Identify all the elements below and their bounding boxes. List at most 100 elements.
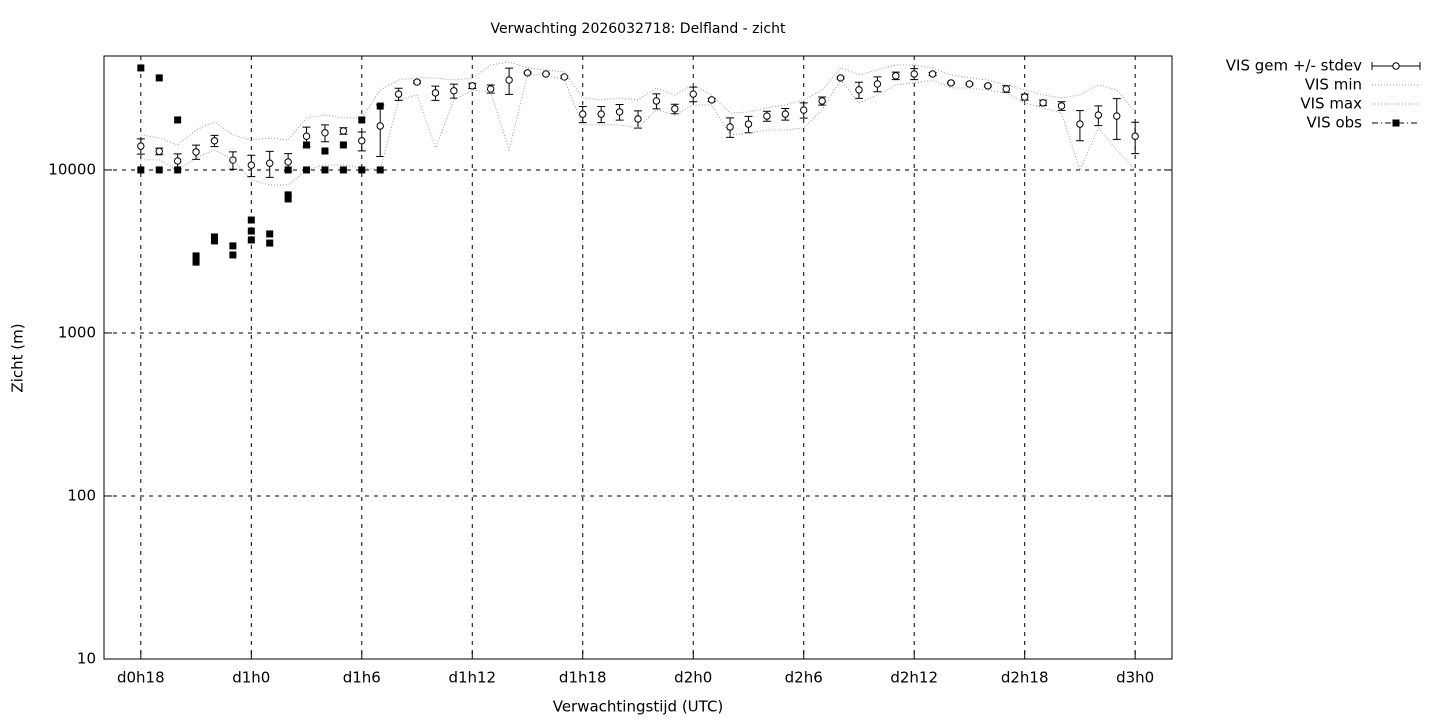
y-axis-label: Zicht (m) xyxy=(9,323,27,392)
mean-point xyxy=(376,122,384,130)
obs-point xyxy=(137,166,145,174)
mean-point xyxy=(431,89,440,97)
mean-point xyxy=(523,69,532,77)
mean-point xyxy=(707,96,716,104)
x-tick-label: d1h18 xyxy=(559,669,607,687)
x-tick-label: d1h0 xyxy=(232,669,270,687)
obs-point xyxy=(247,227,255,235)
obs-point xyxy=(174,116,182,124)
mean-point xyxy=(781,110,790,118)
x-tick-label: d2h18 xyxy=(1001,669,1049,687)
obs-point xyxy=(284,166,292,174)
range-line xyxy=(140,61,1136,146)
mean-point xyxy=(892,72,900,80)
legend-label: VIS max xyxy=(1300,95,1362,113)
mean-point xyxy=(155,147,163,156)
obs-point xyxy=(339,141,347,149)
x-tick-label: d2h0 xyxy=(674,669,712,687)
x-tick-label: d3h0 xyxy=(1116,669,1154,687)
mean-point xyxy=(1131,132,1139,140)
mean-point xyxy=(1020,93,1029,101)
mean-point xyxy=(947,79,955,87)
mean-point xyxy=(339,127,348,135)
mean-point xyxy=(394,90,403,98)
mean-point xyxy=(1039,99,1047,107)
obs-point xyxy=(303,166,311,174)
obs-point xyxy=(210,233,218,241)
chart-title: Verwachting 2026032718: Delfland - zicht xyxy=(491,21,786,37)
y-tick-label: 1000 xyxy=(58,323,96,341)
mean-point xyxy=(744,120,753,128)
obs-point xyxy=(155,74,163,82)
mean-point xyxy=(910,70,918,78)
mean-point xyxy=(210,137,219,145)
mean-point xyxy=(542,70,550,78)
x-axis-label: Verwachtingstijd (UTC) xyxy=(553,698,724,716)
obs-point xyxy=(247,236,255,244)
mean-point xyxy=(266,159,274,167)
mean-point xyxy=(413,78,421,86)
mean-point xyxy=(192,148,200,156)
range-line xyxy=(140,74,1136,186)
obs-point xyxy=(321,147,329,155)
mean-point xyxy=(302,132,311,140)
obs-point xyxy=(155,166,163,174)
x-tick-label: d0h18 xyxy=(117,669,165,687)
obs-point xyxy=(376,166,384,174)
mean-point xyxy=(984,82,992,90)
obs-point xyxy=(247,216,255,224)
mean-point xyxy=(634,115,642,123)
mean-point xyxy=(818,97,826,105)
mean-point xyxy=(450,87,458,95)
mean-point xyxy=(615,108,624,116)
obs-point xyxy=(303,141,311,149)
mean-point xyxy=(597,110,605,118)
y-tick-label: 100 xyxy=(67,486,96,504)
legend-label: VIS gem +/- stdev xyxy=(1226,57,1362,75)
legend-label: VIS obs xyxy=(1307,114,1363,132)
obs-point xyxy=(210,237,218,245)
mean-point xyxy=(965,80,974,88)
obs-point xyxy=(266,230,274,238)
obs-point xyxy=(358,116,366,124)
legend-sample xyxy=(1392,62,1400,70)
mean-point xyxy=(137,142,145,150)
mean-point xyxy=(726,123,734,131)
mean-point xyxy=(358,137,366,145)
obs-point xyxy=(174,166,182,174)
plot-frame xyxy=(103,55,1173,660)
mean-point xyxy=(763,112,771,120)
mean-point xyxy=(468,82,476,90)
obs-point xyxy=(192,252,200,260)
mean-point xyxy=(800,106,808,114)
mean-point xyxy=(486,85,495,93)
obs-point xyxy=(229,251,237,259)
legend-label: VIS min xyxy=(1305,76,1362,94)
mean-point xyxy=(579,110,587,118)
mean-point xyxy=(505,76,513,84)
mean-point xyxy=(560,73,569,81)
x-tick-label: d2h12 xyxy=(890,669,938,687)
mean-point xyxy=(873,80,882,88)
mean-point xyxy=(836,74,845,82)
obs-point xyxy=(229,242,237,250)
x-tick-label: d1h12 xyxy=(448,669,496,687)
x-tick-label: d1h6 xyxy=(343,669,381,687)
y-tick-label: 10 xyxy=(77,650,96,668)
obs-point xyxy=(358,166,366,174)
mean-point xyxy=(1057,102,1066,110)
mean-point xyxy=(173,157,182,165)
mean-point xyxy=(321,129,329,137)
mean-point xyxy=(689,90,697,98)
y-tick-label: 10000 xyxy=(48,160,96,178)
error-bar xyxy=(376,104,385,157)
mean-point xyxy=(1113,112,1121,120)
obs-point xyxy=(192,258,200,266)
obs-point xyxy=(266,239,274,247)
mean-point xyxy=(1076,120,1084,128)
obs-point xyxy=(321,166,329,174)
obs-point xyxy=(376,102,384,110)
obs-point xyxy=(284,191,292,199)
obs-point xyxy=(284,195,292,203)
